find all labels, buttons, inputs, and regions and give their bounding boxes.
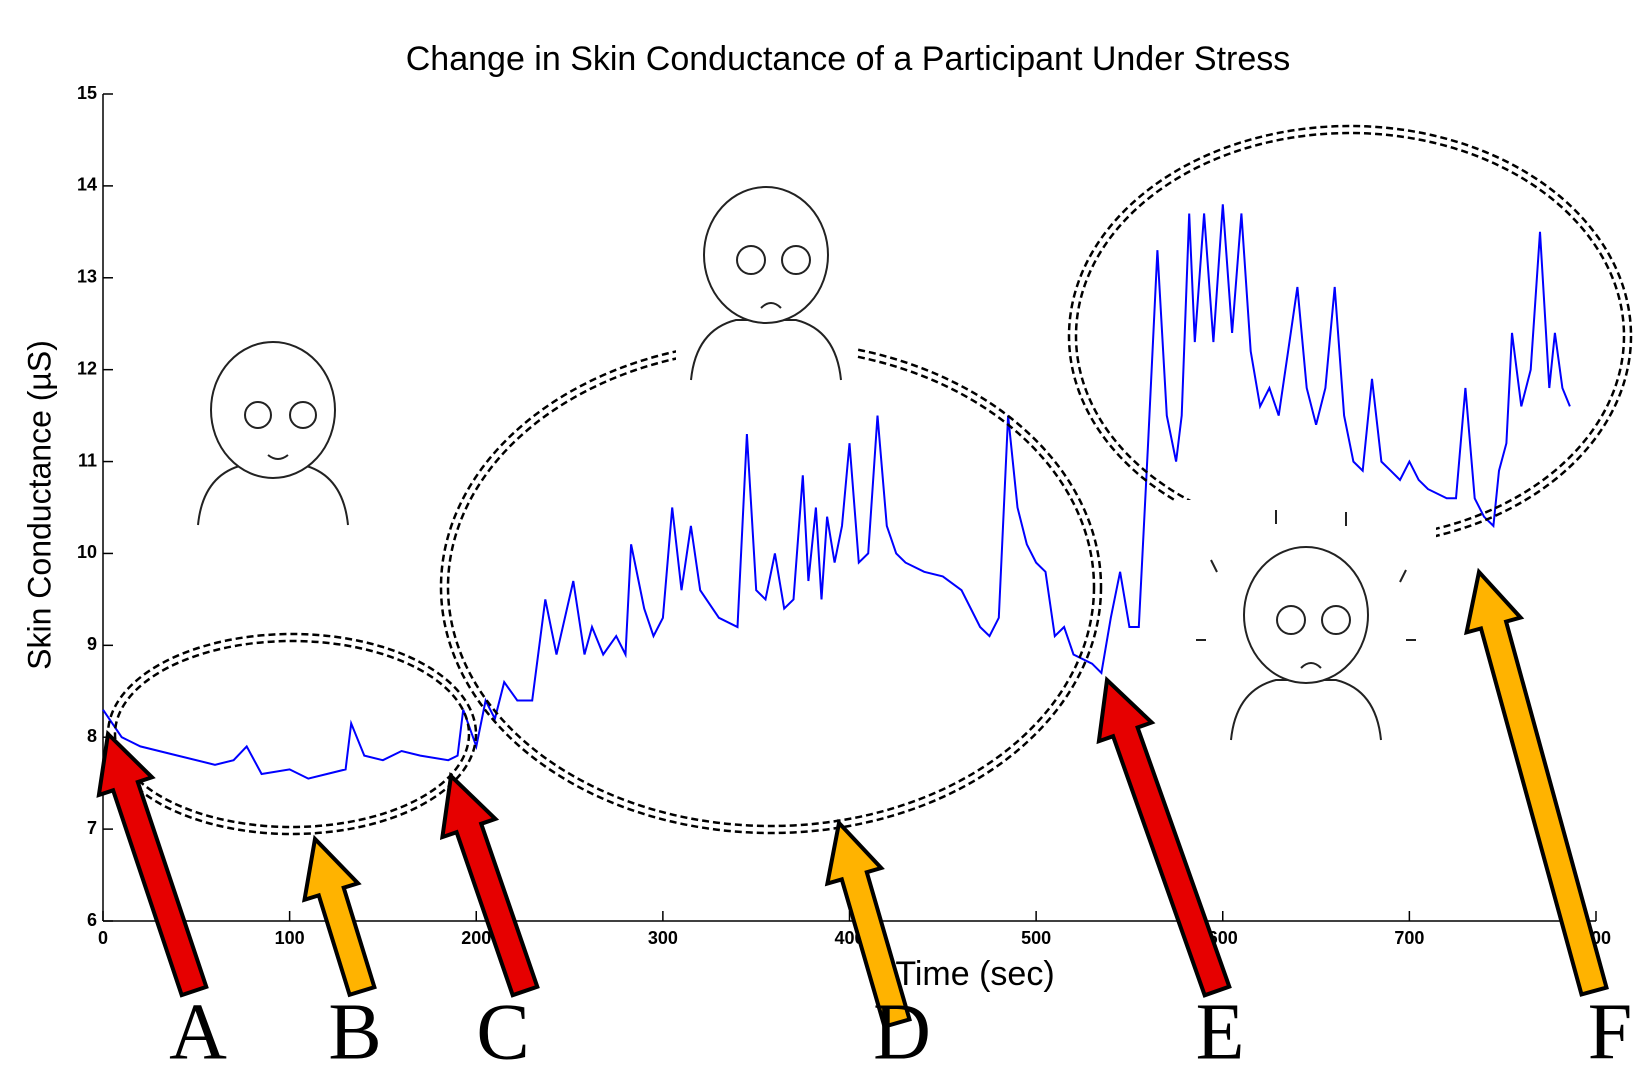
mouth [267, 454, 289, 460]
arrow [301, 834, 377, 998]
y-tick-label: 12 [77, 358, 97, 378]
y-tick-label: 9 [87, 634, 97, 654]
dashed-ellipse [439, 339, 1103, 835]
y-tick-label: 14 [77, 175, 97, 195]
arrow [96, 729, 209, 998]
arrows: A B C D E F [96, 567, 1633, 1076]
head [703, 186, 829, 324]
annotation-letter: A [169, 988, 227, 1076]
annotation-letter: E [1196, 988, 1245, 1076]
chart-title: Change in Skin Conductance of a Particip… [406, 40, 1291, 78]
dashed-ellipse [446, 346, 1096, 828]
sweat-drops [1196, 510, 1416, 641]
eye [781, 245, 811, 275]
y-tick-label: 10 [77, 542, 97, 562]
dashed-ellipse [1074, 131, 1626, 541]
eye [289, 401, 317, 429]
dashed-ellipse [106, 632, 478, 836]
y-tick-label: 13 [77, 267, 97, 287]
x-tick-label: 500 [1021, 928, 1051, 948]
eye [736, 245, 766, 275]
y-axis-label: Skin Conductance (µS) [21, 340, 57, 670]
data-line [102, 204, 1571, 780]
arrow [439, 771, 540, 998]
eye [1276, 605, 1306, 635]
eye [244, 401, 272, 429]
head [1243, 546, 1369, 684]
head [210, 341, 336, 479]
y-tick-label: 15 [77, 83, 97, 103]
mouth [1300, 662, 1322, 669]
arrow [1463, 567, 1609, 997]
y-tick-label: 6 [87, 910, 97, 930]
x-tick-label: 700 [1394, 928, 1424, 948]
dashed-ellipse [113, 639, 471, 829]
face-calm [197, 341, 349, 526]
arrow [824, 818, 912, 1030]
ellipses [106, 124, 1633, 836]
eye [1321, 605, 1351, 635]
y-tick-label: 11 [78, 450, 97, 470]
x-tick-label: 300 [648, 928, 678, 948]
x-tick-label: 0 [98, 928, 108, 948]
annotation-letter: C [476, 988, 529, 1076]
x-tick-label: 200 [461, 928, 491, 948]
face-stressed [1176, 500, 1436, 745]
mouth [760, 302, 782, 309]
annotation-letter: D [873, 988, 931, 1076]
y-tick-label: 8 [87, 726, 97, 746]
x-tick-label: 100 [275, 928, 305, 948]
y-tick-label: 7 [87, 818, 97, 838]
face-worried [676, 170, 856, 385]
arrow [1096, 675, 1232, 998]
x-axis-label: Time (sec) [895, 955, 1054, 993]
annotation-letter: B [328, 988, 381, 1076]
annotation-letter: F [1588, 988, 1633, 1076]
